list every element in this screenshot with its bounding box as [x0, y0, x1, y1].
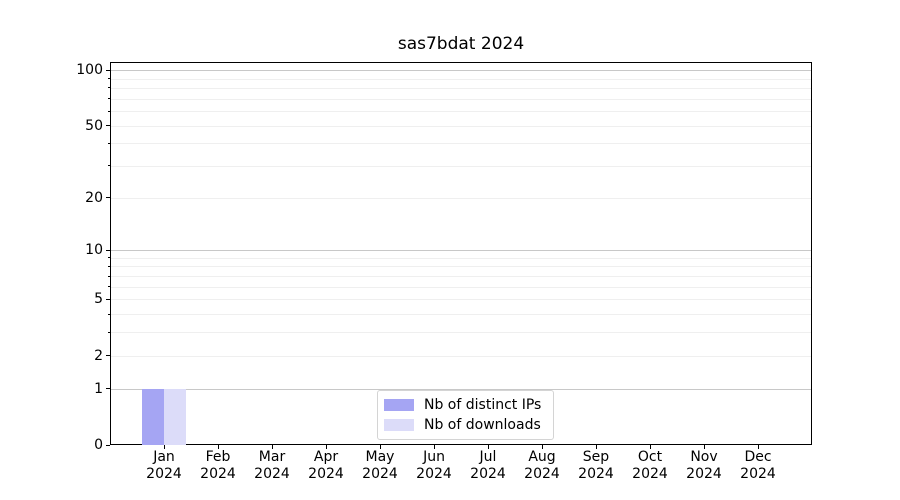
y-minor-tick-mark: [108, 98, 110, 100]
legend-swatch: [384, 399, 414, 411]
bar: [164, 388, 186, 445]
x-tick-label: Dec 2024: [740, 449, 776, 482]
bar: [142, 388, 164, 445]
y-minor-tick-mark: [108, 110, 110, 112]
legend-item: Nb of distinct IPs: [384, 395, 541, 415]
y-minor-tick-mark: [108, 165, 110, 167]
chart-title: sas7bdat 2024: [397, 34, 525, 54]
y-tick-mark: [106, 69, 110, 71]
x-tick-label: Mar 2024: [254, 449, 290, 482]
minor-gridline: [111, 314, 811, 316]
x-tick-label: Nov 2024: [686, 449, 722, 482]
minor-gridline: [111, 197, 811, 199]
x-tick-mark: [703, 445, 705, 449]
x-tick-mark: [649, 445, 651, 449]
x-tick-label: Feb 2024: [200, 449, 236, 482]
y-minor-tick-mark: [108, 257, 110, 259]
x-tick-label: Aug 2024: [524, 449, 560, 482]
x-tick-mark: [379, 445, 381, 449]
major-gridline: [111, 70, 811, 72]
y-tick-label: 5: [94, 291, 103, 308]
minor-gridline: [111, 78, 811, 80]
x-tick-label: Apr 2024: [308, 449, 344, 482]
y-tick-label: 20: [85, 189, 103, 206]
y-minor-tick-mark: [108, 78, 110, 79]
y-minor-tick-mark: [108, 275, 110, 277]
legend-swatch: [384, 419, 414, 431]
y-minor-tick-mark: [108, 265, 110, 267]
y-minor-tick-mark: [108, 87, 110, 89]
y-tick-mark: [106, 444, 110, 446]
x-tick-mark: [163, 445, 165, 449]
legend: Nb of distinct IPs Nb of downloads: [377, 390, 555, 440]
x-tick-mark: [217, 445, 219, 449]
legend-label: Nb of downloads: [424, 417, 541, 433]
y-tick-mark: [106, 355, 110, 357]
y-tick-label: 50: [85, 117, 103, 134]
legend-item: Nb of downloads: [384, 415, 541, 435]
minor-gridline: [111, 276, 811, 278]
x-tick-mark: [487, 445, 489, 449]
x-tick-label: Sep 2024: [578, 449, 614, 482]
x-tick-mark: [271, 445, 273, 449]
legend-label: Nb of distinct IPs: [424, 397, 542, 413]
minor-gridline: [111, 143, 811, 145]
y-tick-label: 1: [94, 380, 103, 397]
x-tick-mark: [595, 445, 597, 449]
x-tick-mark: [541, 445, 543, 449]
y-minor-tick-mark: [108, 286, 110, 288]
y-tick-mark: [106, 298, 110, 300]
x-tick-mark: [325, 445, 327, 449]
x-tick-label: Jul 2024: [470, 449, 506, 482]
y-minor-tick-mark: [108, 313, 110, 315]
minor-gridline: [111, 87, 811, 89]
major-gridline: [111, 250, 811, 252]
y-tick-label: 10: [85, 242, 103, 259]
y-tick-mark: [106, 388, 110, 390]
major-gridline: [111, 388, 811, 390]
x-tick-label: Jan 2024: [146, 449, 182, 482]
minor-gridline: [111, 299, 811, 301]
y-tick-mark: [106, 125, 110, 127]
x-tick-mark: [757, 445, 759, 449]
y-tick-mark: [106, 197, 110, 199]
minor-gridline: [111, 111, 811, 112]
minor-gridline: [111, 286, 811, 288]
minor-gridline: [111, 98, 811, 100]
minor-gridline: [111, 332, 811, 334]
minor-gridline: [111, 266, 811, 268]
minor-gridline: [111, 165, 811, 167]
y-minor-tick-mark: [108, 142, 110, 144]
minor-gridline: [111, 125, 811, 127]
x-tick-label: May 2024: [362, 449, 398, 482]
plot-area: [110, 62, 812, 445]
x-tick-label: Oct 2024: [632, 449, 668, 482]
x-tick-mark: [433, 445, 435, 449]
minor-gridline: [111, 355, 811, 357]
minor-gridline: [111, 257, 811, 259]
y-minor-tick-mark: [108, 331, 110, 333]
y-tick-mark: [106, 249, 110, 251]
x-tick-label: Jun 2024: [416, 449, 452, 482]
y-tick-label: 2: [94, 347, 103, 364]
y-tick-label: 100: [76, 62, 103, 79]
y-tick-label: 0: [94, 437, 103, 453]
